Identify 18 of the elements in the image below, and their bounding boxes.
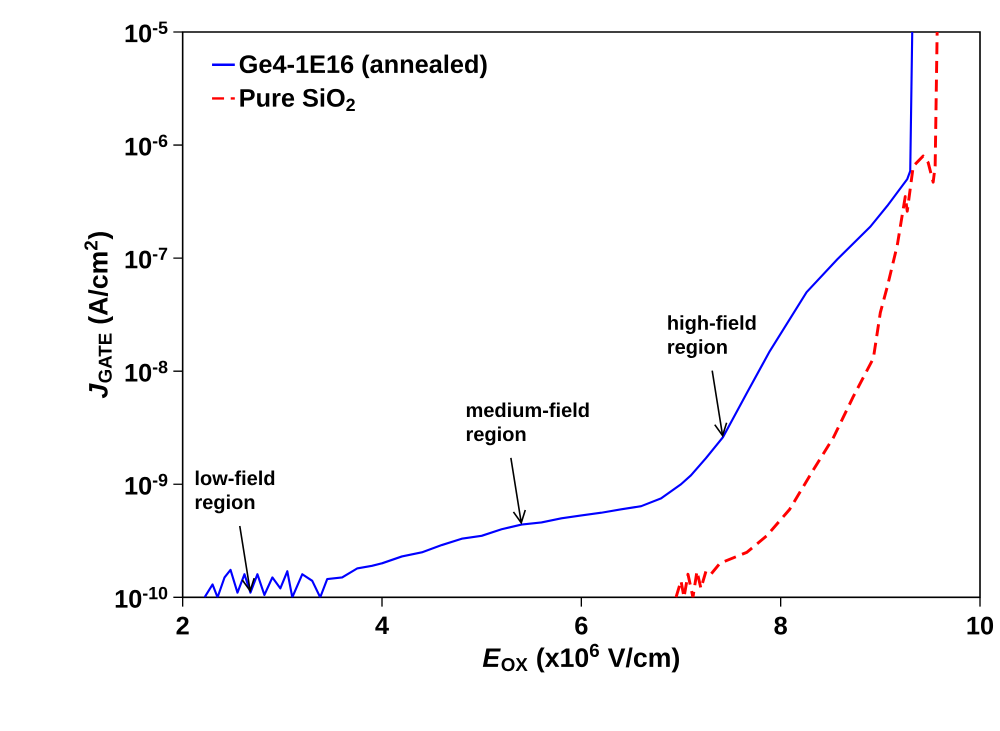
- y-axis-title: J$_{GATE}$ (A/cm$^{2}$): [84, 232, 113, 398]
- x-tick-label: 6: [575, 616, 588, 635]
- annotation: medium-field region: [466, 402, 589, 446]
- x-tick-label: 8: [774, 616, 787, 635]
- x-axis-title: E$_{OX}$ (x10$^{6}$ V/cm): [482, 644, 679, 673]
- x-tick-label: 10: [968, 616, 994, 635]
- legend-label: Pure SiO$_{2}$: [240, 88, 355, 112]
- y-tick-label: 10$^{-5}$: [126, 22, 168, 43]
- y-tick-label: 10$^{-7}$: [126, 248, 168, 269]
- y-tick-label: 10$^{-9}$: [126, 474, 168, 495]
- annotation: high-field region: [668, 315, 756, 358]
- y-tick-label: 10$^{-8}$: [126, 360, 168, 382]
- y-tick-label: 10$^{-6}$: [126, 134, 168, 156]
- y-tick-label: 10$^{-10}$: [116, 587, 168, 608]
- x-tick-label: 2: [176, 616, 189, 634]
- annotation: low-field region: [196, 470, 274, 514]
- x-tick-label: 4: [375, 616, 389, 634]
- legend-label: Ge4-1E16 (annealed): [240, 54, 487, 78]
